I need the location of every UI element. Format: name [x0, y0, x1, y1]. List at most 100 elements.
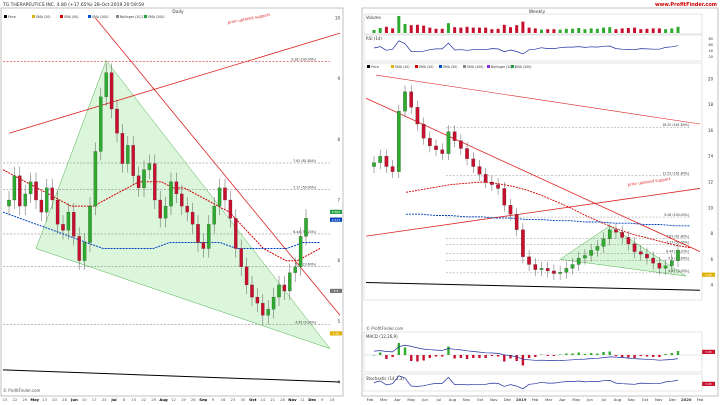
daily-y-tick: 6 — [337, 258, 340, 263]
macd-panel — [363, 331, 703, 373]
weekly-legend-swatch — [463, 65, 466, 68]
daily-x-tick: 28 — [62, 397, 67, 402]
weekly-sma-200 — [406, 213, 690, 227]
volume-bar — [645, 28, 649, 33]
weekly-source: © ProfitFinder.com — [366, 326, 404, 331]
weekly-candle — [403, 91, 407, 112]
daily-x-tick: 24 — [102, 397, 107, 402]
weekly-price-tag: 3.93 — [705, 382, 712, 386]
daily-x-tick: 13 — [42, 397, 47, 402]
weekly-x-tick: Dec — [669, 397, 676, 402]
volume-bar — [465, 26, 469, 33]
daily-x-tick: 15 — [131, 397, 136, 402]
weekly-candle — [390, 166, 395, 172]
volume-bar — [633, 27, 637, 33]
macd-bar — [571, 353, 574, 355]
weekly-x-tick: Feb — [367, 397, 374, 402]
macd-bar — [552, 355, 556, 356]
macd-bar — [565, 353, 568, 355]
weekly-y-tick: 14 — [708, 154, 714, 159]
volume-bar — [434, 28, 438, 33]
brand-link[interactable]: www.ProfitFinder.com — [655, 2, 717, 8]
volume-bar — [403, 24, 407, 33]
macd-bar — [620, 355, 624, 357]
weekly-candle — [564, 268, 569, 273]
macd-bar — [428, 355, 432, 358]
weekly-x-tick: Oct — [477, 397, 484, 402]
volume-bar — [589, 28, 593, 33]
weekly-fib-label: 9.28 (100.00%) — [664, 213, 689, 217]
weekly-annotation: prior uptrend support — [627, 176, 671, 187]
daily-legend-item: SMA (50) — [64, 15, 79, 19]
stochastic-line — [373, 375, 679, 390]
weekly-candle — [490, 181, 494, 185]
volume-bar — [664, 29, 668, 33]
volume-bar — [571, 28, 575, 33]
weekly-price-tag-bg — [702, 381, 715, 386]
daily-sma-200 — [2, 211, 320, 249]
daily-x-tick: 17 — [92, 397, 97, 402]
daily-price-tag: 6.803 — [332, 210, 341, 214]
macd-bar — [391, 355, 394, 357]
daily-x-tick: 14 — [260, 397, 265, 402]
weekly-candle — [409, 91, 414, 108]
weekly-pattern-triangle — [559, 225, 687, 277]
daily-candle — [244, 266, 249, 286]
daily-x-tick: 11 — [300, 397, 305, 402]
daily-candle — [93, 151, 98, 207]
weekly-candle — [570, 264, 575, 269]
daily-candle — [163, 205, 168, 219]
daily-fib-label: 9.28 (100.00%) — [291, 58, 316, 62]
weekly-x-tick: Feb — [532, 397, 539, 402]
weekly-candle — [496, 184, 500, 189]
weekly-downtrend-line — [365, 97, 701, 252]
daily-candle — [180, 193, 184, 207]
macd-bar — [534, 355, 537, 357]
weekly-candle — [576, 257, 581, 265]
volume-bar — [459, 27, 463, 33]
macd-bar — [627, 355, 630, 358]
volume-bar — [657, 28, 661, 33]
weekly-candle — [595, 246, 600, 251]
volume-bar — [471, 27, 475, 33]
macd-bar — [379, 352, 382, 355]
weekly-candle — [415, 107, 420, 125]
weekly-candle — [483, 174, 488, 183]
volume-bar — [477, 27, 481, 33]
daily-candle — [104, 72, 108, 97]
weekly-candle — [552, 270, 556, 274]
macd-bar — [608, 351, 611, 355]
weekly-candle — [372, 162, 376, 167]
rsi-y-tick: 40 — [709, 49, 713, 53]
daily-x-tick: 10 — [82, 397, 87, 402]
weekly-legend-item: Price — [371, 65, 379, 69]
rsi-path — [373, 40, 679, 55]
daily-x-tick: 8 — [123, 397, 126, 402]
daily-x-tick: 9 — [321, 397, 324, 402]
macd-bar — [527, 355, 531, 358]
daily-x-tick: May — [30, 397, 39, 402]
weekly-price-tag: 3.93 — [705, 350, 712, 354]
stochastic-panel — [363, 373, 703, 392]
chart-title: TG THERAPEUTICS INC. 4.80 (+17.65%) 28-O… — [2, 2, 144, 8]
daily-price-tag: 5.5 — [334, 289, 339, 293]
weekly-x-tick: Aug — [614, 397, 622, 402]
macd-bar — [558, 354, 562, 355]
volume-bar — [422, 25, 426, 33]
daily-x-tick: 16 — [221, 397, 226, 402]
macd-bar — [397, 343, 401, 355]
macd-bar — [490, 355, 494, 356]
daily-candle — [23, 193, 27, 207]
daily-x-tick: 20 — [52, 397, 57, 402]
daily-candle — [99, 96, 103, 152]
daily-candle — [293, 266, 297, 273]
macd-label: MACD (12,26,9) — [366, 334, 398, 339]
weekly-legend-item: SMA (10) — [395, 65, 410, 69]
daily-x-tick: Dec — [308, 397, 316, 402]
weekly-plot: 16.25 (161.80%) 12.52 (161.80%) 9.28 (100.… — [365, 74, 701, 291]
weekly-legend-item: Bollinger (20,2) — [491, 65, 516, 69]
weekly-candle — [521, 229, 525, 257]
daily-candle — [136, 175, 141, 188]
macd-bar — [453, 355, 456, 359]
weekly-legend: Price SMA (10) SMA (20) SMA (50) SMA (100) Bo… — [367, 65, 532, 69]
